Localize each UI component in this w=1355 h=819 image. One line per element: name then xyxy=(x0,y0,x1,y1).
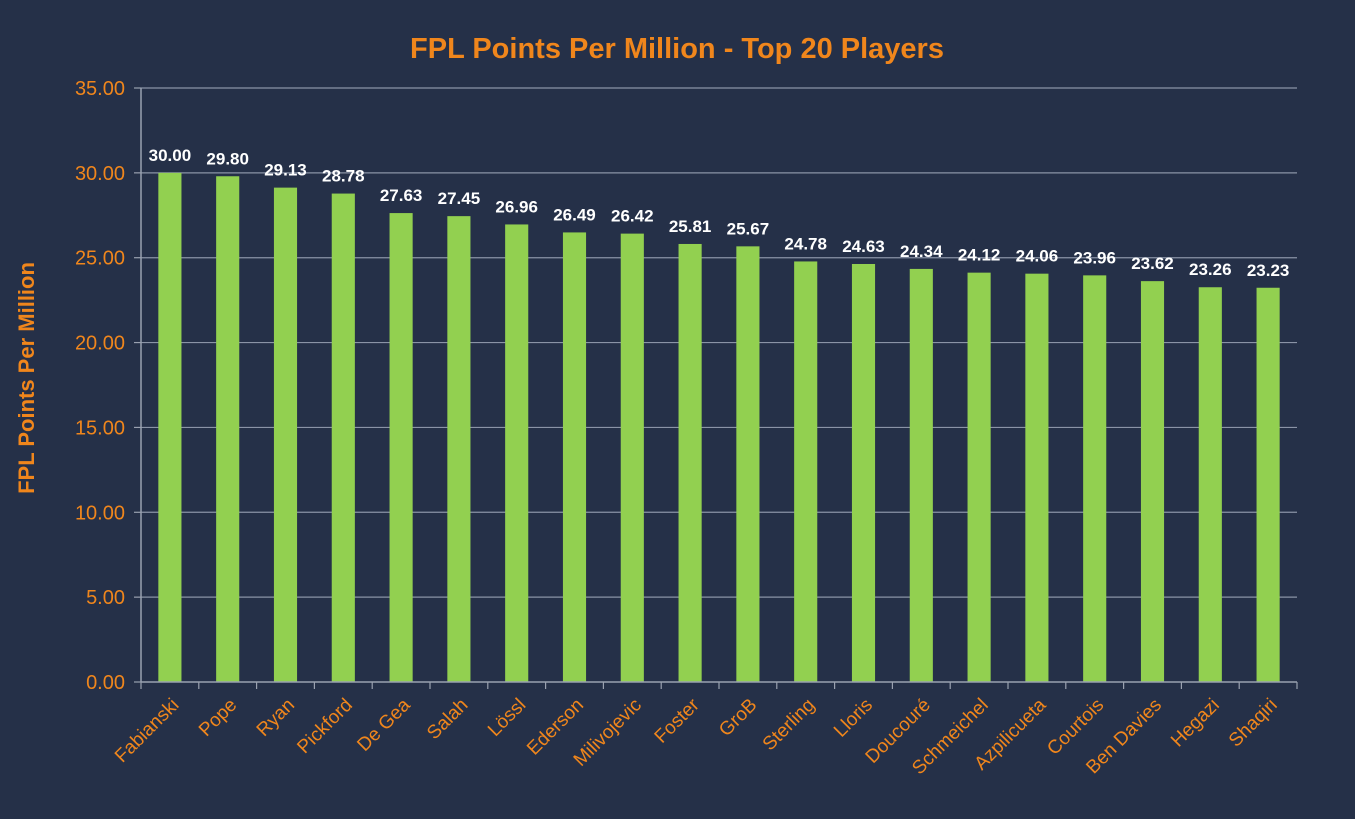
bar xyxy=(794,261,818,682)
value-label: 24.78 xyxy=(784,234,827,253)
y-tick-label: 35.00 xyxy=(75,78,125,100)
bar xyxy=(389,213,413,683)
x-tick-label: Ryan xyxy=(253,695,299,741)
value-label: 24.12 xyxy=(958,246,1001,265)
bars xyxy=(158,172,1280,683)
x-tick-label: Shaqiri xyxy=(1225,695,1282,752)
value-label: 23.62 xyxy=(1131,254,1174,273)
chart-title: FPL Points Per Million - Top 20 Players xyxy=(410,33,944,65)
bar xyxy=(1256,287,1280,682)
bar xyxy=(1025,273,1049,682)
bar xyxy=(273,187,298,682)
value-label: 27.63 xyxy=(380,186,423,205)
bar xyxy=(447,216,471,683)
value-label: 23.26 xyxy=(1189,260,1232,279)
gridlines xyxy=(141,87,1297,598)
value-label: 23.96 xyxy=(1073,248,1116,267)
bar xyxy=(158,172,182,682)
y-tick-label: 0.00 xyxy=(86,672,125,694)
x-tick-label: Salah xyxy=(423,695,472,744)
y-tick-label: 5.00 xyxy=(86,587,125,609)
value-label: 25.67 xyxy=(727,219,770,238)
y-tick-label: 25.00 xyxy=(75,248,125,270)
value-label: 26.49 xyxy=(553,205,596,224)
bar xyxy=(331,193,355,682)
bar xyxy=(967,272,991,682)
x-tick-label: Sterling xyxy=(759,695,819,755)
value-label: 24.63 xyxy=(842,237,885,256)
y-tick-label: 15.00 xyxy=(75,417,125,439)
x-tick-label: Pope xyxy=(195,695,241,741)
value-label: 26.96 xyxy=(495,197,538,216)
value-label: 25.81 xyxy=(669,217,712,236)
x-tick-label: Fabianski xyxy=(111,695,183,767)
x-tick-label: GroB xyxy=(715,695,761,741)
bar xyxy=(1140,281,1165,682)
bar xyxy=(505,224,529,682)
x-tick-label: Lloris xyxy=(830,695,877,742)
value-label: 23.23 xyxy=(1247,261,1290,280)
y-tick-label: 30.00 xyxy=(75,163,125,185)
data-labels: 30.00 29.80 29.13 28.78 27.63 27.45 26.96 26.49… xyxy=(149,146,1290,280)
bar xyxy=(736,246,760,682)
value-label: 24.34 xyxy=(900,242,943,261)
x-tick-label: Lössl xyxy=(484,695,530,741)
bar xyxy=(1198,287,1222,682)
value-label: 29.13 xyxy=(264,161,307,180)
value-label: 29.80 xyxy=(206,149,249,168)
y-tick-label: 20.00 xyxy=(75,333,125,355)
value-label: 27.45 xyxy=(438,189,481,208)
y-tick-label: 10.00 xyxy=(75,502,125,524)
value-label: 24.06 xyxy=(1016,247,1059,266)
x-tick-label: Pickford xyxy=(293,695,356,758)
bar xyxy=(909,268,933,682)
x-tick-label: De Gea xyxy=(353,694,414,755)
x-tick-label: Foster xyxy=(651,694,704,747)
value-label: 30.00 xyxy=(149,146,192,165)
bar xyxy=(1083,275,1107,682)
value-label: 28.78 xyxy=(322,167,365,186)
bar xyxy=(678,243,702,683)
x-tick-label: Hegazi xyxy=(1167,695,1224,752)
y-axis-title: FPL Points Per Million xyxy=(14,262,39,494)
bar xyxy=(562,232,587,682)
value-label: 26.42 xyxy=(611,207,654,226)
bar xyxy=(216,176,240,682)
bar xyxy=(851,263,876,682)
bar xyxy=(620,233,644,682)
